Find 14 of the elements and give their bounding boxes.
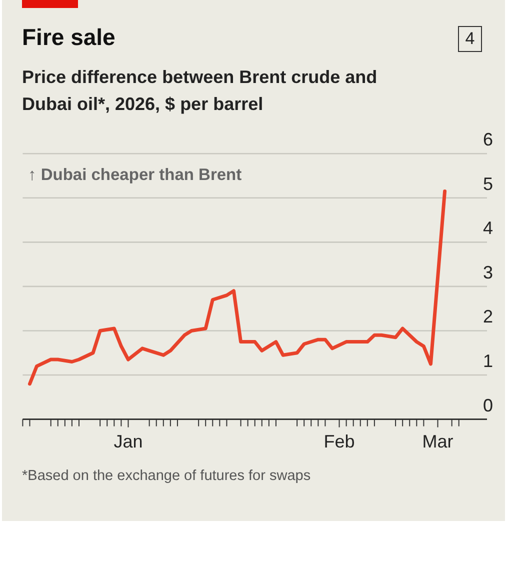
annotation: ↑ Dubai cheaper than Brent: [28, 166, 242, 185]
y-tick-label: 5: [482, 174, 493, 194]
chart-title: Fire sale: [22, 24, 116, 51]
y-tick-label: 3: [482, 262, 493, 282]
text: *Based on the exchange of futures for swaps: [22, 468, 311, 484]
x-tick-label: Feb: [324, 431, 355, 452]
x-tick-label: Mar: [422, 431, 454, 452]
y-tick-label: 1: [482, 351, 493, 372]
y-tick-label: 2: [482, 306, 493, 327]
y-tick-label: 4: [482, 218, 493, 238]
y-tick-label: 6: [482, 130, 493, 150]
chart-subtitle: Price difference between Brent crude and Dubai oil*, 2026, $ per barrel: [22, 66, 378, 116]
y-tick-label: 0: [482, 395, 493, 416]
x-tick-label: Jan: [114, 431, 143, 452]
